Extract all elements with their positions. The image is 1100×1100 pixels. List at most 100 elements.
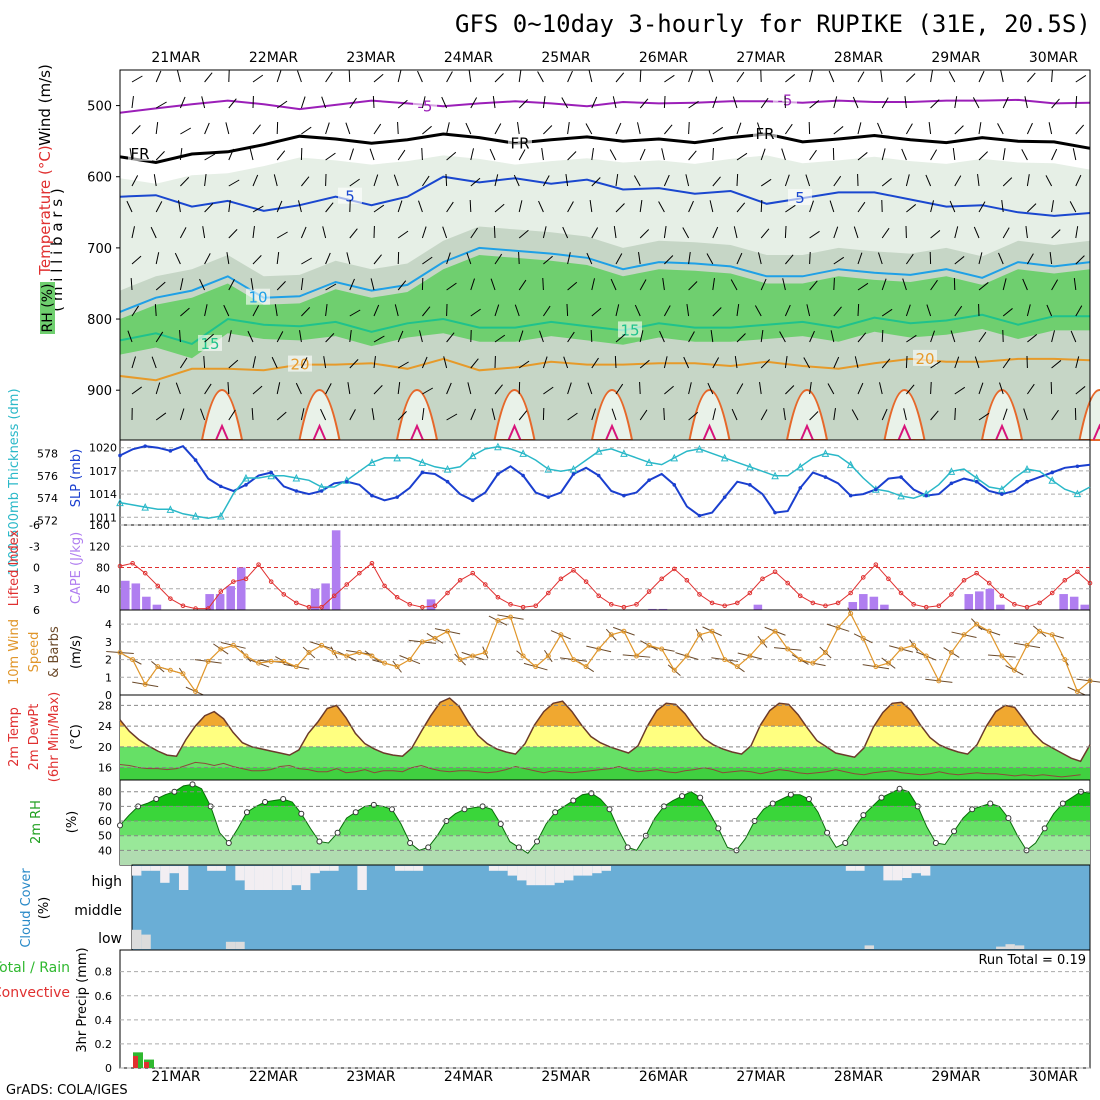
wind-barb [543, 255, 553, 265]
wind-barb [688, 331, 695, 343]
li-marker [231, 579, 236, 584]
wind-barb [542, 175, 550, 187]
wind-barb [663, 407, 665, 421]
wind-barb [613, 226, 617, 239]
wind-barb [615, 203, 625, 213]
thickness-tick-label: 572 [37, 515, 58, 528]
wind-barb [179, 227, 187, 239]
li-marker [785, 580, 790, 586]
wind-barb [180, 127, 192, 135]
wind-barb [809, 70, 813, 83]
contour-30 [800, 423, 814, 441]
li-marker [168, 596, 173, 601]
wind-barb [978, 201, 986, 213]
axis-label-2m-temp: 2m Temp [7, 707, 22, 767]
cape-tick-label: 160 [89, 519, 110, 532]
li-marker [734, 600, 740, 606]
wind-marker [533, 664, 539, 670]
wind-barb [276, 231, 288, 239]
wind-barb [493, 225, 496, 239]
wind-barb [686, 304, 690, 317]
axis-label-thickness: 1000-500mb Thickness (dm) [7, 388, 22, 575]
wind-barb [373, 254, 382, 265]
wind-barb [228, 200, 231, 213]
temp-tick-label: 24 [98, 720, 112, 733]
wind-barb [373, 304, 380, 317]
wind-barb [200, 408, 206, 421]
thickness-marker [418, 458, 427, 466]
date-label-bottom: 26MAR [639, 1069, 688, 1085]
wind-barb [857, 303, 860, 317]
wind-barb [857, 282, 869, 291]
wind-marker [583, 664, 589, 670]
slp-marker [445, 479, 450, 484]
precip-tick-label: 0 [105, 1062, 112, 1075]
wind-barb [470, 308, 481, 317]
date-label-bottom: 30MAR [1029, 1069, 1078, 1085]
wind-barb [878, 252, 883, 265]
wind-barb [150, 226, 157, 239]
wind-barb [999, 382, 1004, 395]
wind-marker [986, 628, 992, 634]
wind-barb [784, 356, 788, 369]
wind-barb [978, 252, 983, 265]
legend-convective: Convective [0, 985, 70, 1001]
wind-barb [442, 226, 448, 239]
cloud-high-bar [244, 866, 255, 890]
rh-tick-label: 80 [98, 786, 112, 799]
wind-marker [382, 660, 388, 666]
slp-marker [647, 478, 651, 482]
wind-barb [591, 408, 596, 421]
wind-barb [784, 174, 790, 187]
wind-barb [688, 411, 699, 421]
wind-barb [325, 252, 331, 265]
surface-dome [200, 389, 244, 441]
wind-barb [567, 331, 575, 343]
contour-30 [995, 423, 1009, 441]
wind-barb [542, 277, 544, 291]
wind-marker [759, 639, 765, 645]
li-marker [797, 593, 803, 599]
wind-barb [369, 148, 375, 161]
wind-barb [588, 70, 593, 83]
wind-barb [881, 148, 886, 161]
thickness-marker [645, 458, 653, 466]
cape-bar [859, 594, 868, 610]
wind-barb [1051, 330, 1055, 343]
wind-marker [974, 621, 980, 627]
contour-label-bg [788, 189, 812, 206]
rh-marker [280, 796, 287, 803]
wind-barb [421, 147, 423, 161]
wind-barb [779, 331, 786, 343]
contour-label: 5 [345, 188, 355, 206]
slp-marker [874, 487, 878, 492]
wind-barb [736, 304, 740, 317]
rh-marker [878, 794, 885, 801]
wind-barb [639, 229, 650, 239]
wind-barb [998, 252, 1004, 265]
wind-barb [906, 204, 917, 213]
wind-barb [373, 204, 385, 213]
slp-marker [1025, 479, 1029, 484]
wind-barb [252, 305, 260, 317]
wind-marker [268, 658, 274, 664]
wind-barb [300, 408, 305, 421]
wind-barb [131, 356, 136, 369]
wind-marker [256, 660, 262, 666]
wind-barb [154, 303, 157, 317]
thickness-marker [267, 471, 275, 480]
wind-marker [911, 642, 917, 648]
wind-barb [225, 122, 230, 135]
contour-30 [312, 423, 327, 441]
rh-shading-light-low [120, 329, 1090, 440]
wind-barb [954, 256, 965, 265]
thickness-marker [771, 471, 779, 480]
wind-marker [608, 632, 614, 638]
pressure-tick-label: 900 [87, 384, 112, 399]
contour-label-bg [128, 144, 152, 161]
wind-marker [1062, 657, 1068, 663]
wind-barb [833, 126, 844, 135]
wind-barb [349, 330, 352, 343]
wind-marker [331, 650, 337, 655]
wind-barb [228, 229, 238, 239]
